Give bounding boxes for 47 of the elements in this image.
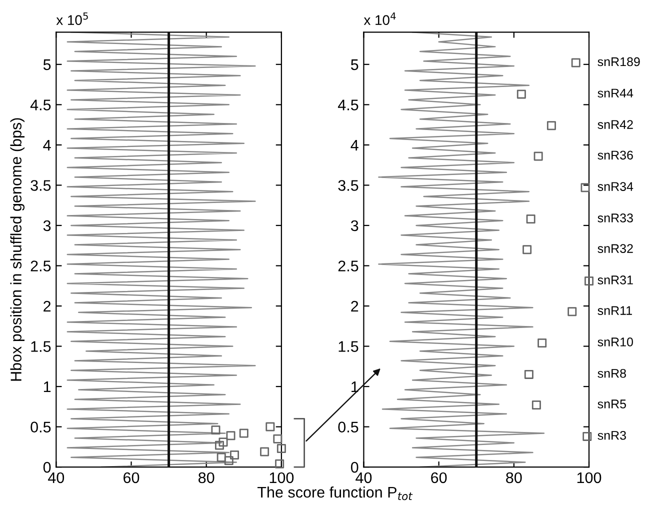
x-tick-label: 60 [431, 472, 447, 484]
x-tick-label: 100 [270, 472, 294, 484]
y-tick-label: 3 [43, 220, 51, 232]
x-tick-label: 100 [577, 472, 602, 484]
text: snR5 [598, 400, 626, 408]
text: snR36 [598, 150, 633, 160]
text: snR8 [598, 368, 626, 378]
y-tick-label: 4 [350, 140, 358, 150]
text: x 10$^{4}$ [364, 12, 396, 26]
y-tick-label: 0 [350, 462, 358, 473]
y-tick-label: 5 [350, 59, 358, 70]
text: snR32 [598, 244, 633, 253]
text: snR10 [598, 338, 633, 346]
text: snR3 [598, 430, 626, 440]
y-tick-label: 3.5 [30, 180, 51, 191]
y-tick-label: 2.5 [30, 260, 51, 272]
y-tick-label: 3.5 [338, 180, 358, 191]
y-tick-label: 2 [351, 300, 358, 312]
text: snR34 [598, 182, 634, 191]
text: snR11 [598, 306, 632, 315]
x-tick-label: 40 [48, 472, 64, 484]
y-tick-label: 4.5 [338, 100, 358, 110]
text: x 10$^{5}$ [56, 12, 88, 26]
y-tick-label: 1.5 [338, 341, 358, 352]
text: snR189 [598, 57, 640, 66]
text: snR42 [598, 120, 633, 129]
text: snR44 [598, 88, 634, 98]
y-tick-label: 5 [43, 59, 51, 70]
text: snR33 [598, 214, 633, 222]
x-axis-title: The score function P$_{tot}$ [257, 486, 413, 500]
y-tick-label: 2 [44, 300, 51, 312]
y-tick-label: 4.5 [30, 100, 51, 110]
y-tick-label: 1.5 [31, 341, 51, 352]
y-axis-title: Hbox position in shuffled genome (bps) [10, 118, 25, 381]
y-tick-label: 0.5 [338, 422, 358, 432]
x-tick-label: 60 [124, 472, 140, 484]
text: snR31 [598, 276, 633, 284]
x-tick-label: 80 [198, 472, 214, 484]
x-tick-label: 80 [506, 472, 522, 484]
y-tick-label: 4 [43, 140, 51, 150]
y-tick-label: 1 [352, 382, 358, 392]
y-tick-label: 0 [43, 462, 51, 473]
y-tick-label: 2.5 [338, 260, 358, 272]
y-tick-label: 1 [44, 382, 51, 392]
x-tick-label: 40 [356, 472, 372, 484]
y-tick-label: 3 [350, 220, 358, 232]
y-tick-label: 0.5 [30, 422, 51, 432]
